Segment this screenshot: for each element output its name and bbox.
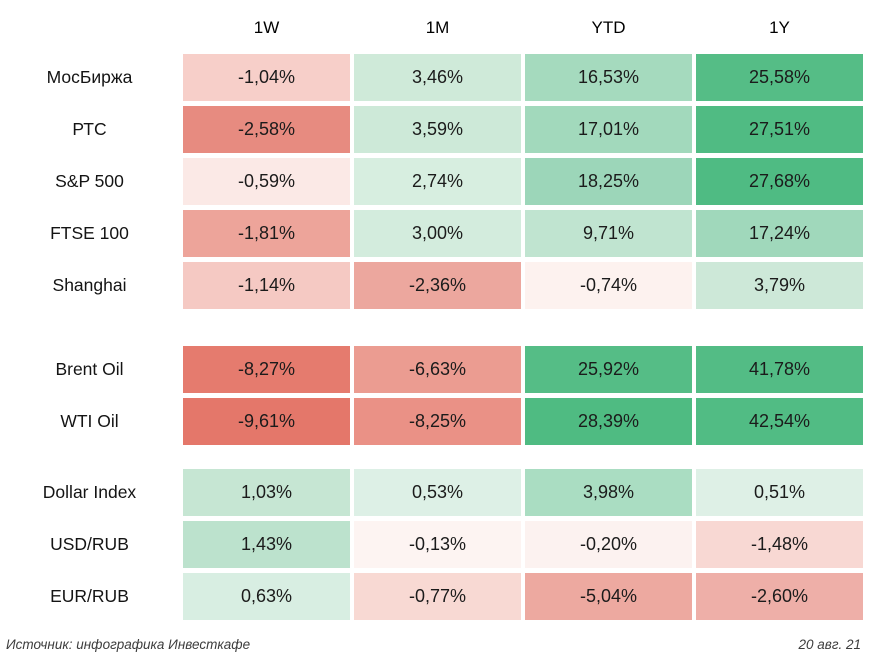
heatmap-cell: 18,25% [525, 158, 692, 205]
heatmap-cell: 17,01% [525, 106, 692, 153]
heatmap-cell: -1,81% [183, 210, 350, 257]
heatmap-cell: 42,54% [696, 398, 863, 445]
heatmap-cell: 3,98% [525, 469, 692, 516]
heatmap-cell: 9,71% [525, 210, 692, 257]
heatmap-cell: -5,04% [525, 573, 692, 620]
row-label: EUR/RUB [50, 586, 129, 606]
row-label: FTSE 100 [50, 223, 129, 243]
table-row: WTI Oil -9,61% -8,25% 28,39% 42,54% [0, 398, 863, 445]
heatmap-cell: -0,13% [354, 521, 521, 568]
heatmap-cell: -6,63% [354, 346, 521, 393]
header-row: 1W 1M YTD 1Y [0, 8, 863, 48]
heatmap-cell: 0,63% [183, 573, 350, 620]
heatmap-cell: 3,46% [354, 54, 521, 101]
heatmap-cell: 28,39% [525, 398, 692, 445]
infographic: 1W 1M YTD 1Y МосБиржа -1,04% 3,46% 16,53% 25,58%… [0, 8, 863, 652]
heatmap-cell: 3,00% [354, 210, 521, 257]
table-row: EUR/RUB 0,63% -0,77% -5,04% -2,60% [0, 573, 863, 620]
heatmap-cell: -1,04% [183, 54, 350, 101]
table-row: Brent Oil -8,27% -6,63% 25,92% 41,78% [0, 346, 863, 393]
heatmap-cell: 1,43% [183, 521, 350, 568]
column-header-ytd: YTD [591, 18, 626, 37]
heatmap-cell: 3,59% [354, 106, 521, 153]
row-label: Dollar Index [42, 482, 137, 502]
heatmap-cell: 27,51% [696, 106, 863, 153]
heatmap-cell: 1,03% [183, 469, 350, 516]
heatmap-cell: -2,36% [354, 262, 521, 309]
heatmap-cell: 27,68% [696, 158, 863, 205]
table-row: FTSE 100 -1,81% 3,00% 9,71% 17,24% [0, 210, 863, 257]
source-caption: Источник: инфографика Инвесткафе [6, 637, 251, 652]
section-gap [0, 450, 863, 469]
row-label: WTI Oil [60, 411, 119, 431]
row-label: S&P 500 [55, 171, 124, 191]
table-row: Shanghai -1,14% -2,36% -0,74% 3,79% [0, 262, 863, 309]
heatmap-cell: 41,78% [696, 346, 863, 393]
heatmap-cell: -2,58% [183, 106, 350, 153]
heatmap-cell: 16,53% [525, 54, 692, 101]
heatmap-cell: -2,60% [696, 573, 863, 620]
footer: Источник: инфографика Инвесткафе 20 авг.… [0, 637, 861, 652]
heatmap-cell: 2,74% [354, 158, 521, 205]
heatmap-cell: 0,53% [354, 469, 521, 516]
row-label: Shanghai [52, 275, 127, 295]
heatmap-cell: 3,79% [696, 262, 863, 309]
row-label: Brent Oil [55, 359, 124, 379]
date-caption: 20 авг. 21 [798, 637, 862, 652]
table-row: S&P 500 -0,59% 2,74% 18,25% 27,68% [0, 158, 863, 205]
row-label: РТС [72, 119, 107, 139]
column-header-1y: 1Y [769, 18, 790, 37]
table-row: РТС -2,58% 3,59% 17,01% 27,51% [0, 106, 863, 153]
corner-spacer [0, 8, 179, 48]
heatmap-cell: 25,92% [525, 346, 692, 393]
heatmap-cell: -8,25% [354, 398, 521, 445]
heatmap-table: 1W 1M YTD 1Y МосБиржа -1,04% 3,46% 16,53% 25,58%… [0, 8, 863, 620]
heatmap-cell: 25,58% [696, 54, 863, 101]
section-gap [0, 314, 863, 346]
heatmap-cell: -8,27% [183, 346, 350, 393]
heatmap-cell: 17,24% [696, 210, 863, 257]
heatmap-cell: -1,48% [696, 521, 863, 568]
table-row: USD/RUB 1,43% -0,13% -0,20% -1,48% [0, 521, 863, 568]
heatmap-cell: -9,61% [183, 398, 350, 445]
heatmap-cell: -0,59% [183, 158, 350, 205]
heatmap-cell: -1,14% [183, 262, 350, 309]
column-header-1m: 1M [425, 18, 450, 37]
heatmap-cell: 0,51% [696, 469, 863, 516]
row-label: USD/RUB [50, 534, 129, 554]
table-row: МосБиржа -1,04% 3,46% 16,53% 25,58% [0, 54, 863, 101]
heatmap-cell: -0,77% [354, 573, 521, 620]
heatmap-cell: -0,20% [525, 521, 692, 568]
row-label: МосБиржа [46, 67, 133, 87]
heatmap-cell: -0,74% [525, 262, 692, 309]
table-row: Dollar Index 1,03% 0,53% 3,98% 0,51% [0, 469, 863, 516]
column-header-1w: 1W [253, 18, 280, 37]
